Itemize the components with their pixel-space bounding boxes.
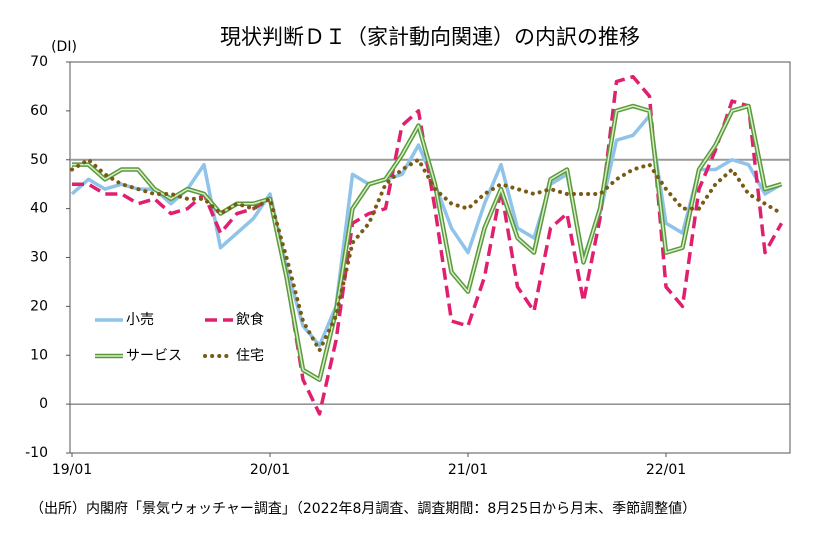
y-tick-label: 40 [30,201,48,217]
source-note: （出所）内閣府「景気ウォッチャー調査」（2022年8月調査、調査期間：8月25日… [30,500,696,517]
x-tick-label: 21/01 [448,462,488,478]
legend-label: サービス [126,348,182,364]
series-line [72,74,784,416]
y-tick-label: 0 [39,396,48,412]
x-tick-label: 20/01 [250,462,290,478]
y-tick-label: 50 [30,152,48,168]
plot-frame [69,61,791,454]
series-line-inner [72,105,782,381]
legend-label: 住宅 [236,348,264,364]
y-tick-label: 10 [30,347,48,363]
y-tick-label: 30 [30,250,48,266]
y-tick-label: 20 [30,298,48,314]
x-tick-label: 22/01 [646,462,686,478]
y-tick-label: 70 [30,54,48,70]
x-tick-label: 19/01 [52,462,92,478]
y-tick-label: -10 [25,445,48,461]
series-line [70,157,784,353]
y-axis-label: (DI) [51,39,77,55]
legend-label: 小売 [126,312,154,328]
legend-label: 飲食 [236,311,264,328]
chart-title: 現状判断ＤＩ（家計動向関連）の内訳の推移 [220,25,640,49]
series-line [72,103,783,382]
y-tick-label: 60 [30,103,48,119]
